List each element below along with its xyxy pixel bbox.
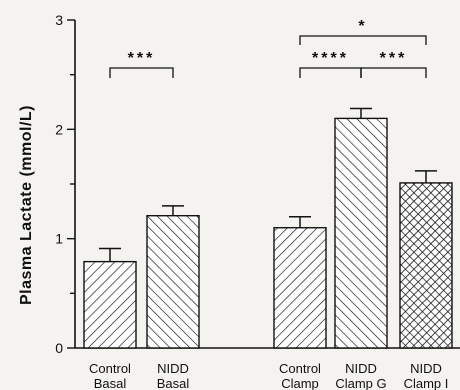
bar (146, 215, 200, 349)
y-tick-label: 0 (55, 340, 63, 356)
y-tick-label: 1 (55, 231, 63, 247)
significance-layer: *** **** **** (109, 18, 427, 78)
x-category-label: Basal (157, 376, 190, 390)
x-category-label: Basal (94, 376, 127, 390)
bar (273, 227, 327, 349)
significance-label: *** (380, 50, 408, 67)
y-axis-title: Plasma Lactate (mmol/L) (18, 105, 35, 305)
bar (83, 260, 137, 349)
significance-bracket (360, 67, 427, 78)
bars-layer: ControlBasalNIDDBasalControlClampNIDDCla… (83, 107, 453, 390)
x-category-label: NIDD (157, 361, 189, 376)
x-category-label: Control (89, 361, 131, 376)
y-tick-label: 2 (55, 121, 63, 137)
y-tick-label: 3 (55, 12, 63, 28)
axis-layer: 0 1 2 3 (55, 12, 460, 356)
significance-bracket (299, 67, 362, 78)
significance-label: * (358, 18, 367, 35)
x-category-label: Clamp (281, 376, 319, 390)
x-category-label: NIDD (410, 361, 442, 376)
x-category-label: Clamp G (335, 376, 386, 390)
x-category-label: NIDD (345, 361, 377, 376)
significance-label: **** (312, 50, 349, 67)
significance-label: *** (128, 50, 156, 67)
bar (399, 182, 453, 349)
x-category-label: Clamp I (404, 376, 449, 390)
x-category-label: Control (279, 361, 321, 376)
significance-bracket (109, 67, 174, 78)
bar (334, 117, 388, 349)
significance-bracket (299, 35, 427, 45)
